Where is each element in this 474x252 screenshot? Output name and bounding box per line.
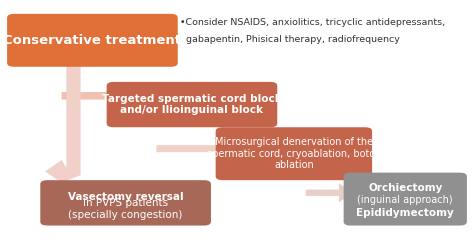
FancyBboxPatch shape xyxy=(107,82,277,127)
Text: Microsurgical denervation of the
spermatic cord, cryoablation, botox
ablation: Microsurgical denervation of the spermat… xyxy=(207,137,381,170)
Text: Targeted spermatic cord block
and/or Ilioinguinal block: Targeted spermatic cord block and/or Ili… xyxy=(102,94,282,115)
Text: Vasectomy reversal: Vasectomy reversal xyxy=(68,192,183,202)
FancyBboxPatch shape xyxy=(216,127,372,180)
Text: Orchiectomy: Orchiectomy xyxy=(368,183,442,193)
FancyBboxPatch shape xyxy=(7,14,178,67)
Polygon shape xyxy=(45,63,81,183)
Text: Epididymectomy: Epididymectomy xyxy=(356,208,454,218)
Polygon shape xyxy=(306,183,353,202)
Text: Conservative treatment: Conservative treatment xyxy=(3,34,182,47)
Polygon shape xyxy=(62,92,164,116)
Text: (inguinal approach): (inguinal approach) xyxy=(357,195,453,205)
Text: in PVPS patients
(specially congestion): in PVPS patients (specially congestion) xyxy=(68,198,183,220)
Text: •Consider NSAIDS, anxiolitics, tricyclic antidepressants,: •Consider NSAIDS, anxiolitics, tricyclic… xyxy=(180,18,445,27)
Polygon shape xyxy=(156,138,263,159)
FancyBboxPatch shape xyxy=(344,173,467,226)
Text: gabapentin, Phisical therapy, radiofrequency: gabapentin, Phisical therapy, radiofrequ… xyxy=(180,35,400,44)
FancyBboxPatch shape xyxy=(40,180,211,226)
